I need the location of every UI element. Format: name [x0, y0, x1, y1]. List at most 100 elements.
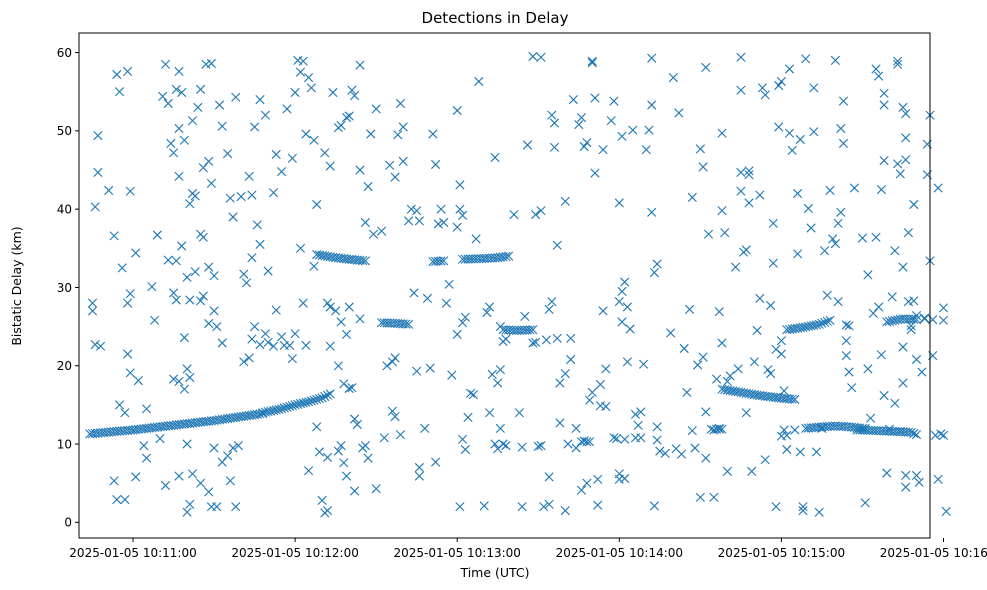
data-point-marker: [798, 506, 808, 516]
data-point-marker: [171, 295, 181, 305]
data-point-marker: [120, 408, 130, 418]
data-point-marker: [228, 443, 238, 453]
data-point-marker: [277, 404, 287, 414]
data-point-marker: [125, 186, 135, 196]
data-point-marker: [333, 446, 343, 456]
data-point-marker: [290, 400, 300, 410]
data-point-marker: [225, 476, 235, 486]
data-point-marker: [612, 434, 622, 444]
data-point-marker: [793, 188, 803, 199]
data-point-marker: [720, 228, 730, 238]
data-point-marker: [190, 191, 200, 201]
data-point-marker: [903, 228, 913, 238]
data-point-marker: [763, 365, 773, 375]
data-point-marker: [233, 441, 243, 451]
data-point-marker: [685, 304, 695, 314]
data-point-marker: [495, 322, 505, 332]
data-point-marker: [460, 312, 470, 322]
data-point-marker: [131, 248, 141, 258]
data-point-marker: [901, 155, 911, 165]
data-point-marker: [290, 87, 300, 98]
data-point-marker: [531, 337, 541, 347]
data-point-marker: [620, 434, 630, 444]
data-point-marker: [398, 122, 408, 132]
data-point-marker: [798, 502, 808, 512]
data-point-marker: [568, 95, 578, 105]
data-point-marker: [179, 384, 189, 394]
data-point-marker: [593, 474, 603, 484]
data-point-marker: [206, 178, 216, 188]
data-point-marker: [822, 316, 832, 326]
data-point-marker: [766, 369, 776, 379]
data-point-marker: [458, 210, 468, 220]
data-point-marker: [884, 424, 895, 434]
x-tick-label: 2025-01-05 10:14:00: [556, 546, 683, 560]
data-point-marker: [744, 170, 754, 180]
data-point-marker: [801, 322, 811, 332]
data-point-marker: [504, 251, 514, 261]
data-point-marker: [282, 402, 292, 412]
data-point-marker: [322, 298, 333, 308]
data-point-marker: [325, 252, 335, 262]
data-point-marker: [390, 172, 400, 182]
data-point-marker: [520, 311, 530, 321]
data-point-marker: [938, 315, 949, 325]
data-point-marker: [868, 308, 878, 318]
data-point-marker: [309, 135, 319, 145]
data-point-marker: [757, 83, 768, 93]
data-point-marker: [887, 292, 897, 302]
data-point-marker: [350, 486, 360, 496]
data-point-marker: [809, 320, 819, 330]
data-point-marker: [682, 387, 692, 397]
data-point-marker: [595, 379, 605, 390]
data-point-marker: [571, 443, 581, 453]
data-point-marker: [490, 439, 500, 449]
data-point-marker: [333, 361, 343, 371]
data-point-marker: [698, 162, 708, 172]
data-point-marker: [809, 127, 819, 137]
data-point-marker: [768, 258, 778, 268]
data-point-marker: [344, 111, 354, 121]
data-point-marker: [401, 319, 411, 329]
data-point-marker: [598, 306, 608, 316]
data-point-marker: [566, 333, 576, 343]
data-point-marker: [322, 452, 333, 462]
data-point-marker: [893, 59, 903, 69]
data-point-marker: [325, 389, 335, 399]
data-point-marker: [301, 129, 311, 139]
data-point-marker: [633, 420, 643, 430]
data-point-marker: [114, 400, 125, 410]
data-point-marker: [271, 405, 281, 415]
data-point-marker: [174, 123, 184, 134]
data-point-marker: [485, 408, 495, 418]
data-point-marker: [147, 282, 157, 292]
data-point-marker: [876, 185, 886, 195]
data-point-marker: [158, 91, 168, 101]
data-point-marker: [244, 353, 254, 363]
data-point-marker: [882, 317, 892, 327]
data-point-marker: [363, 181, 373, 192]
data-point-marker: [193, 102, 203, 112]
data-point-marker: [212, 322, 222, 332]
data-point-marker: [298, 56, 308, 66]
data-point-marker: [544, 304, 554, 314]
data-point-marker: [355, 60, 365, 70]
data-point-marker: [817, 318, 827, 328]
data-point-marker: [636, 407, 646, 417]
data-point-marker: [171, 256, 181, 266]
data-point-marker: [587, 56, 597, 66]
data-point-marker: [622, 302, 632, 312]
y-tick-label: 30: [57, 281, 72, 295]
data-point-marker: [255, 95, 265, 105]
data-point-marker: [582, 478, 592, 488]
data-point-marker: [214, 100, 225, 110]
data-point-marker: [455, 204, 465, 214]
data-point-marker: [317, 495, 327, 505]
data-point-marker: [898, 342, 908, 352]
data-point-marker: [309, 261, 319, 271]
data-point-marker: [344, 302, 354, 312]
data-point-marker: [414, 471, 424, 481]
data-point-marker: [390, 353, 400, 363]
data-point-marker: [509, 210, 519, 220]
